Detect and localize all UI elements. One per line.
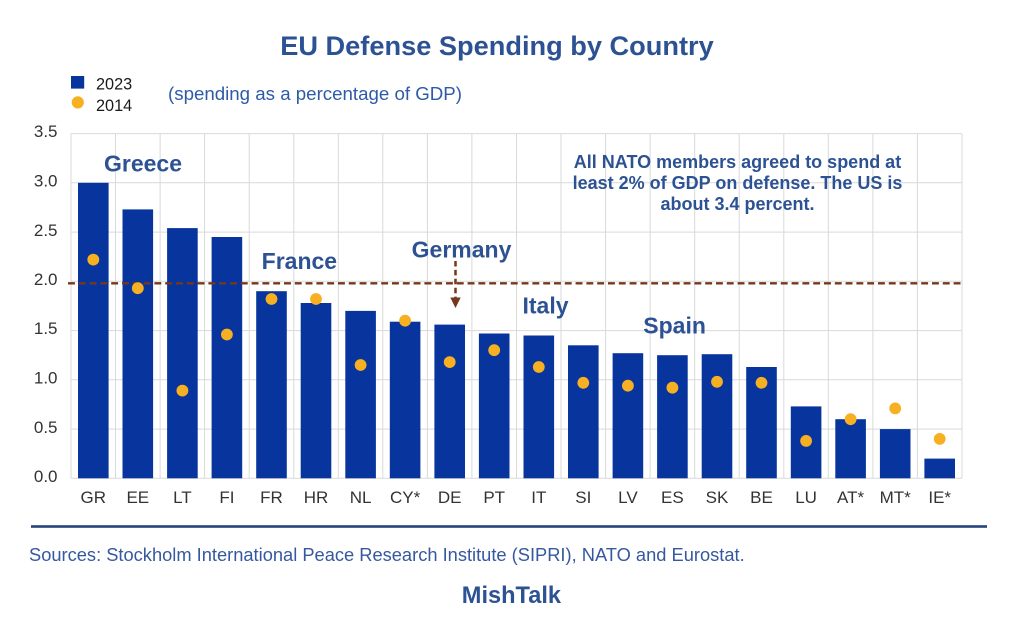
svg-text:CY*: CY* <box>390 488 421 507</box>
svg-text:about 3.4 percent.: about 3.4 percent. <box>660 194 814 214</box>
svg-text:SK: SK <box>706 488 729 507</box>
svg-text:MT*: MT* <box>880 488 912 507</box>
svg-text:PT: PT <box>483 488 505 507</box>
svg-text:All NATO members agreed to spe: All NATO members agreed to spend at <box>574 152 901 172</box>
svg-text:MishTalk: MishTalk <box>462 583 562 609</box>
svg-text:1.0: 1.0 <box>34 369 58 388</box>
svg-text:EU Defense Spending by Country: EU Defense Spending by Country <box>280 30 714 61</box>
svg-text:LT: LT <box>173 488 192 507</box>
svg-text:least 2% of GDP on defense. Th: least 2% of GDP on defense. The US is <box>573 173 903 193</box>
svg-text:0.0: 0.0 <box>34 467 58 486</box>
svg-text:AT*: AT* <box>837 488 864 507</box>
svg-text:Greece: Greece <box>104 151 182 177</box>
svg-text:GR: GR <box>81 488 107 507</box>
svg-text:1.5: 1.5 <box>34 319 58 338</box>
svg-text:NL: NL <box>350 488 372 507</box>
svg-text:2.0: 2.0 <box>34 270 58 289</box>
svg-text:France: France <box>262 248 337 274</box>
svg-text:EE: EE <box>126 488 149 507</box>
svg-text:2023: 2023 <box>96 76 132 94</box>
svg-text:LV: LV <box>618 488 638 507</box>
svg-text:0.5: 0.5 <box>34 418 58 437</box>
svg-text:IT: IT <box>531 488 546 507</box>
svg-text:HR: HR <box>304 488 329 507</box>
svg-text:Italy: Italy <box>522 293 568 319</box>
svg-text:IE*: IE* <box>928 488 951 507</box>
svg-text:(spending as a percentage of G: (spending as a percentage of GDP) <box>168 83 462 104</box>
svg-text:Sources: Stockholm Internation: Sources: Stockholm International Peace R… <box>29 544 745 565</box>
svg-text:FR: FR <box>260 488 283 507</box>
svg-text:FI: FI <box>219 488 234 507</box>
svg-text:ES: ES <box>661 488 684 507</box>
svg-text:2014: 2014 <box>96 97 132 115</box>
svg-text:3.5: 3.5 <box>34 122 58 141</box>
svg-text:DE: DE <box>438 488 462 507</box>
svg-text:SI: SI <box>575 488 591 507</box>
svg-text:LU: LU <box>795 488 817 507</box>
svg-text:2.5: 2.5 <box>34 221 58 240</box>
svg-text:BE: BE <box>750 488 773 507</box>
svg-text:3.0: 3.0 <box>34 172 58 191</box>
svg-text:Germany: Germany <box>412 237 512 263</box>
svg-text:Spain: Spain <box>643 313 706 339</box>
